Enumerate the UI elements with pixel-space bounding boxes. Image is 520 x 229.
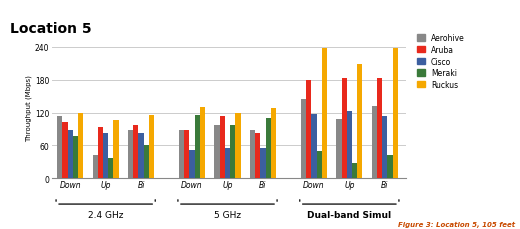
Legend: Aerohive, Aruba, Cisco, Meraki, Ruckus: Aerohive, Aruba, Cisco, Meraki, Ruckus xyxy=(417,33,465,90)
Bar xyxy=(306,80,311,179)
Text: Dual-band Simul: Dual-band Simul xyxy=(307,210,392,219)
Bar xyxy=(271,109,276,179)
Bar xyxy=(261,149,266,179)
Bar xyxy=(200,108,205,179)
Bar xyxy=(322,49,327,179)
Bar xyxy=(78,113,83,179)
Text: Location 5: Location 5 xyxy=(9,22,91,35)
Text: 5 GHz: 5 GHz xyxy=(214,210,241,219)
Bar xyxy=(62,122,68,179)
Bar xyxy=(108,158,113,179)
Bar xyxy=(301,99,306,179)
Bar xyxy=(352,163,357,179)
Bar xyxy=(387,156,393,179)
Bar xyxy=(317,151,322,179)
Bar xyxy=(393,49,398,179)
Bar xyxy=(57,117,62,179)
Bar xyxy=(113,120,119,179)
Bar xyxy=(377,79,382,179)
Bar xyxy=(93,155,98,179)
Y-axis label: Throughput (Mbps): Throughput (Mbps) xyxy=(25,74,32,141)
Bar xyxy=(179,131,184,179)
Bar xyxy=(372,106,377,179)
Bar xyxy=(149,116,154,179)
Bar xyxy=(68,131,73,179)
Bar xyxy=(144,146,149,179)
Bar xyxy=(103,133,108,179)
Bar xyxy=(194,116,200,179)
Bar xyxy=(133,125,138,179)
Bar xyxy=(230,125,236,179)
Bar xyxy=(73,136,78,179)
Bar xyxy=(128,131,133,179)
Bar xyxy=(236,113,241,179)
Bar xyxy=(336,120,342,179)
Bar xyxy=(357,65,362,179)
Bar xyxy=(347,112,352,179)
Bar xyxy=(311,114,317,179)
Bar xyxy=(98,128,103,179)
Bar xyxy=(250,131,255,179)
Text: Figure 3: Location 5, 105 feet: Figure 3: Location 5, 105 feet xyxy=(398,221,515,227)
Bar xyxy=(184,131,189,179)
Text: 2.4 GHz: 2.4 GHz xyxy=(88,210,123,219)
Bar xyxy=(255,133,261,179)
Bar xyxy=(342,79,347,179)
Bar xyxy=(214,125,219,179)
Bar xyxy=(266,119,271,179)
Bar xyxy=(382,117,387,179)
Bar xyxy=(225,149,230,179)
Bar xyxy=(138,133,144,179)
Bar xyxy=(219,117,225,179)
Bar xyxy=(189,150,194,179)
